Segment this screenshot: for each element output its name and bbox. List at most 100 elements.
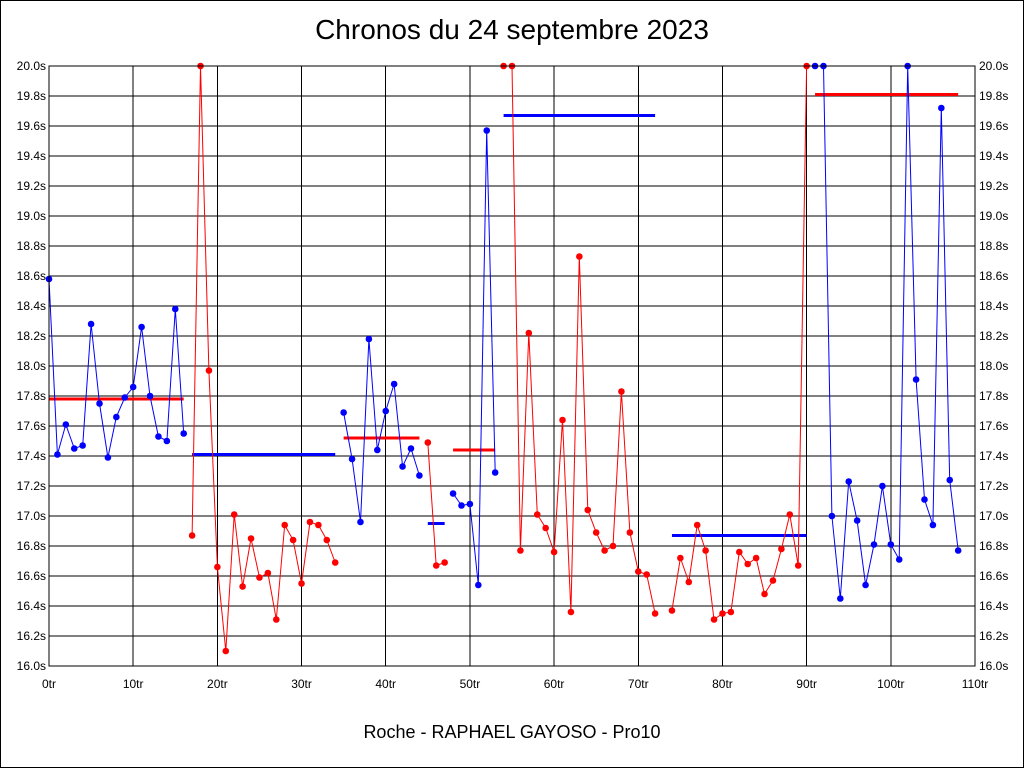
data-point	[837, 595, 844, 602]
x-tick-label: 80tr	[712, 677, 733, 691]
y-tick-label-left: 19.4s	[17, 149, 46, 163]
y-tick-label-left: 19.2s	[17, 179, 46, 193]
data-points	[45, 62, 962, 655]
data-point	[70, 445, 78, 452]
data-point	[626, 529, 634, 536]
data-point	[845, 478, 853, 485]
data-point	[399, 463, 406, 470]
data-point	[62, 421, 70, 428]
y-tick-label-right: 18.8s	[979, 239, 1008, 253]
y-tick-label-left: 18.4s	[17, 299, 46, 313]
y-tick-label-left: 17.4s	[17, 449, 46, 463]
data-point	[609, 542, 617, 550]
data-point	[87, 320, 95, 328]
x-tick-label: 10tr	[123, 677, 144, 691]
y-tick-label-left: 17.2s	[17, 479, 46, 493]
data-point	[222, 647, 230, 655]
data-point	[727, 608, 735, 616]
y-tick-label-right: 17.6s	[979, 419, 1008, 433]
data-point	[769, 577, 777, 584]
y-tick-label-left: 18.0s	[17, 359, 46, 373]
data-point	[331, 559, 339, 566]
data-point	[491, 469, 499, 476]
y-tick-label-right: 18.4s	[979, 299, 1008, 313]
series-line	[191, 65, 336, 652]
data-point	[188, 532, 196, 539]
data-point	[155, 433, 162, 440]
data-point	[374, 446, 381, 454]
data-point	[895, 556, 903, 563]
data-point	[912, 376, 920, 383]
series-line	[452, 130, 496, 586]
data-point	[449, 490, 457, 497]
data-point	[879, 482, 886, 490]
data-point	[163, 437, 171, 445]
data-point	[54, 451, 61, 458]
x-tick-label: 30tr	[291, 677, 312, 691]
data-point	[315, 521, 322, 529]
data-point	[517, 547, 524, 554]
x-tick-label: 20tr	[207, 677, 228, 691]
data-point	[281, 521, 289, 529]
data-point	[542, 524, 549, 532]
data-point	[298, 580, 305, 587]
data-point	[794, 562, 802, 569]
y-tick-label-left: 19.0s	[17, 209, 46, 223]
x-tick-label: 90tr	[796, 677, 817, 691]
data-point	[677, 554, 684, 562]
data-point	[710, 616, 718, 623]
y-tick-label-right: 18.2s	[979, 329, 1008, 343]
y-tick-label-left: 16.8s	[17, 539, 46, 553]
data-point	[256, 574, 263, 581]
data-point	[584, 506, 592, 514]
x-tick-label: 40tr	[375, 677, 396, 691]
plot-area-border	[48, 65, 976, 667]
data-point	[475, 581, 482, 589]
data-point	[239, 583, 246, 590]
data-point	[340, 409, 347, 416]
data-point	[113, 413, 120, 421]
x-tick-label: 50tr	[460, 677, 481, 691]
data-point	[79, 442, 86, 449]
y-tick-label-right: 20.0s	[979, 59, 1008, 73]
y-tick-label-left: 19.8s	[17, 89, 46, 103]
data-point	[289, 536, 297, 544]
y-tick-label-left: 16.2s	[17, 629, 46, 643]
data-point	[483, 127, 491, 134]
data-point	[214, 563, 221, 571]
data-point	[946, 476, 954, 484]
data-point	[592, 529, 600, 536]
y-tick-label-left: 16.6s	[17, 569, 46, 583]
data-point	[862, 581, 869, 589]
data-point	[96, 400, 103, 407]
data-point	[618, 388, 625, 395]
grid-lines	[48, 65, 976, 667]
y-tick-label-left: 18.2s	[17, 329, 46, 343]
data-point	[634, 568, 642, 575]
y-tick-label-left: 17.6s	[17, 419, 46, 433]
data-point	[390, 380, 398, 388]
series-line	[815, 65, 959, 599]
y-tick-label-right: 18.0s	[979, 359, 1008, 373]
data-point	[954, 547, 962, 554]
data-point	[828, 512, 836, 520]
y-tick-label-left: 19.6s	[17, 119, 46, 133]
y-tick-label-right: 16.8s	[979, 539, 1008, 553]
data-point	[382, 407, 390, 415]
y-tick-label-left: 20.0s	[17, 59, 46, 73]
y-tick-label-right: 16.2s	[979, 629, 1008, 643]
y-tick-label-right: 16.0s	[979, 659, 1008, 673]
y-tick-label-right: 19.4s	[979, 149, 1008, 163]
data-point	[138, 323, 145, 331]
data-point	[559, 416, 566, 424]
data-point	[685, 578, 693, 586]
y-tick-label-right: 19.8s	[979, 89, 1008, 103]
data-point	[533, 511, 541, 518]
y-tick-label-right: 18.6s	[979, 269, 1008, 283]
data-point	[357, 518, 364, 526]
data-point	[205, 367, 213, 374]
y-tick-label-right: 17.8s	[979, 389, 1008, 403]
data-point	[247, 535, 255, 542]
tick-labels: 16.0s 16.0s 16.2s 16.2s 16.4s 16.4s 16.6s 16.6s…	[17, 59, 1009, 691]
data-point	[180, 430, 187, 437]
